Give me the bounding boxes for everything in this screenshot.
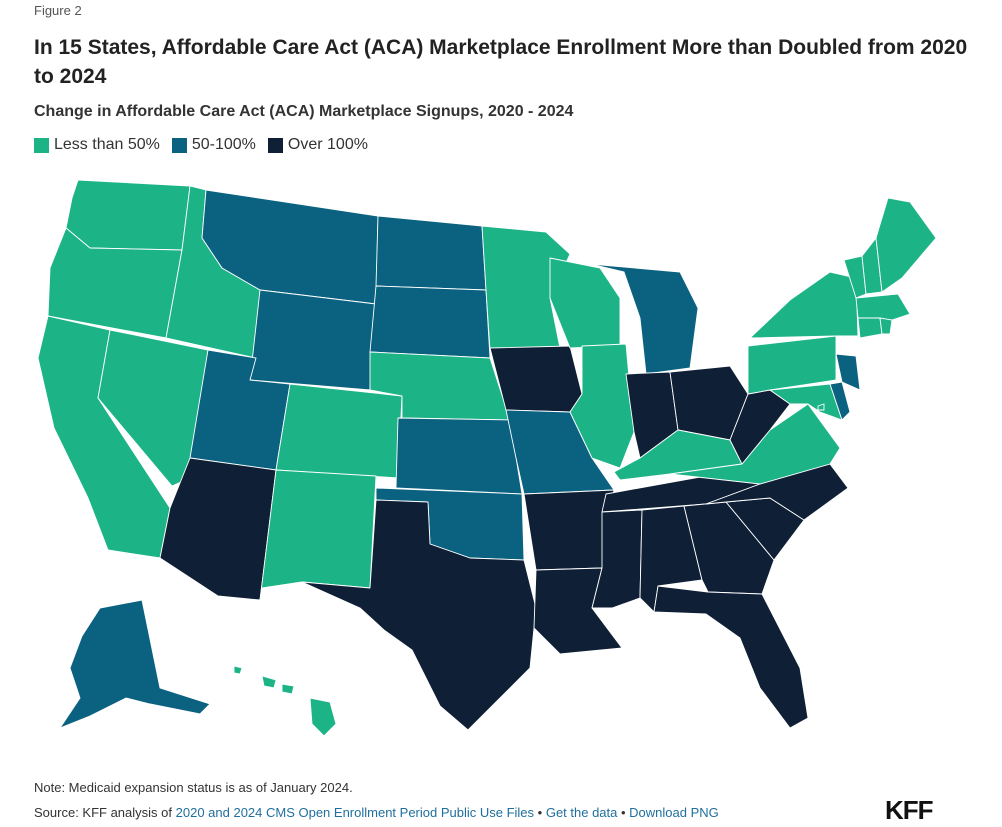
state-arkansas[interactable] [523,489,615,571]
state-pennsylvania[interactable] [747,335,837,395]
state-connecticut[interactable] [857,317,883,339]
us-choropleth-map [30,168,950,748]
state-colorado[interactable] [275,383,403,479]
state-new-jersey[interactable] [835,353,861,391]
legend-swatch-low [34,137,49,153]
legend-label-mid: 50-100% [191,136,256,153]
state-texas[interactable] [301,499,537,731]
figure-label: Figure 2 [34,3,82,18]
chart-title: In 15 States, Affordable Care Act (ACA) … [34,36,968,88]
state-new-mexico[interactable] [259,469,377,601]
state-new-york[interactable] [749,271,859,339]
state-north-dakota[interactable] [375,215,487,291]
state-hawaii[interactable] [233,665,337,737]
state-rhode-island[interactable] [879,317,893,335]
state-massachusetts[interactable] [855,293,911,321]
state-washington[interactable] [65,179,191,251]
source-sep-1: • [534,805,546,820]
get-the-data-link[interactable]: Get the data [545,805,618,820]
legend-label-high: Over 100% [287,136,368,153]
state-alaska[interactable] [59,599,211,729]
legend-item-mid: 50-100% [171,136,256,154]
map-svg [37,179,937,737]
state-district-of-columbia[interactable] [817,403,825,411]
state-kansas[interactable] [395,417,523,495]
state-maine[interactable] [875,197,937,293]
state-south-dakota[interactable] [369,285,491,359]
source-link[interactable]: 2020 and 2024 CMS Open Enrollment Period… [175,805,535,820]
states-layer [37,179,937,737]
legend-swatch-high [267,137,283,153]
state-wisconsin[interactable] [549,257,621,349]
legend-item-low: Less than 50% [34,136,160,154]
source-sep-2: • [617,805,630,820]
kff-logo: KFF [885,795,934,825]
state-iowa[interactable] [489,345,583,413]
source-line: Source: KFF analysis of 2020 and 2024 CM… [34,805,719,820]
state-delaware[interactable] [829,381,851,421]
legend-item-high: Over 100% [267,136,368,154]
state-minnesota[interactable] [481,225,571,351]
chart-subtitle: Change in Affordable Care Act (ACA) Mark… [34,103,574,120]
state-michigan[interactable] [589,263,699,375]
note: Note: Medicaid expansion status is as of… [34,780,353,795]
download-png-link[interactable]: Download PNG [629,805,719,820]
state-wyoming[interactable] [249,289,377,391]
state-illinois[interactable] [569,343,635,469]
legend-label-low: Less than 50% [54,136,160,153]
source-prefix: Source: KFF analysis of [34,805,176,820]
legend-swatch-mid [171,137,187,153]
state-florida[interactable] [653,585,809,729]
legend: Less than 50% 50-100% Over 100% [34,136,380,154]
